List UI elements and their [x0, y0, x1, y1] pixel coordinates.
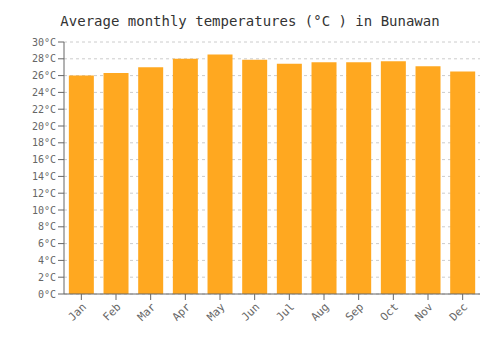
svg-text:16°C: 16°C — [32, 154, 56, 165]
svg-text:26°C: 26°C — [32, 70, 56, 81]
svg-text:Jul: Jul — [274, 300, 297, 323]
svg-text:28°C: 28°C — [32, 53, 56, 64]
svg-text:10°C: 10°C — [32, 205, 56, 216]
svg-text:Feb: Feb — [100, 300, 123, 323]
svg-text:18°C: 18°C — [32, 137, 56, 148]
svg-text:Nov: Nov — [412, 300, 436, 324]
svg-text:6°C: 6°C — [38, 238, 56, 249]
svg-text:Jun: Jun — [239, 300, 262, 323]
svg-text:30°C: 30°C — [32, 37, 56, 48]
svg-text:12°C: 12°C — [32, 188, 56, 199]
svg-text:8°C: 8°C — [38, 221, 56, 232]
svg-text:24°C: 24°C — [32, 87, 56, 98]
svg-text:Aug: Aug — [308, 300, 331, 323]
svg-text:Oct: Oct — [378, 300, 401, 323]
svg-text:0°C: 0°C — [38, 289, 56, 300]
svg-text:Mar: Mar — [135, 300, 159, 324]
svg-text:2°C: 2°C — [38, 272, 56, 283]
svg-text:20°C: 20°C — [32, 121, 56, 132]
svg-text:Sep: Sep — [343, 300, 366, 323]
svg-text:Jan: Jan — [66, 300, 89, 323]
svg-text:22°C: 22°C — [32, 104, 56, 115]
svg-text:14°C: 14°C — [32, 171, 56, 182]
svg-text:4°C: 4°C — [38, 255, 56, 266]
svg-text:May: May — [204, 300, 228, 324]
svg-text:Apr: Apr — [170, 300, 194, 324]
svg-text:Dec: Dec — [447, 300, 470, 323]
html-text:Average monthly temperatures (: Average monthly temperatures (°C ) in Bu… — [60, 13, 440, 29]
